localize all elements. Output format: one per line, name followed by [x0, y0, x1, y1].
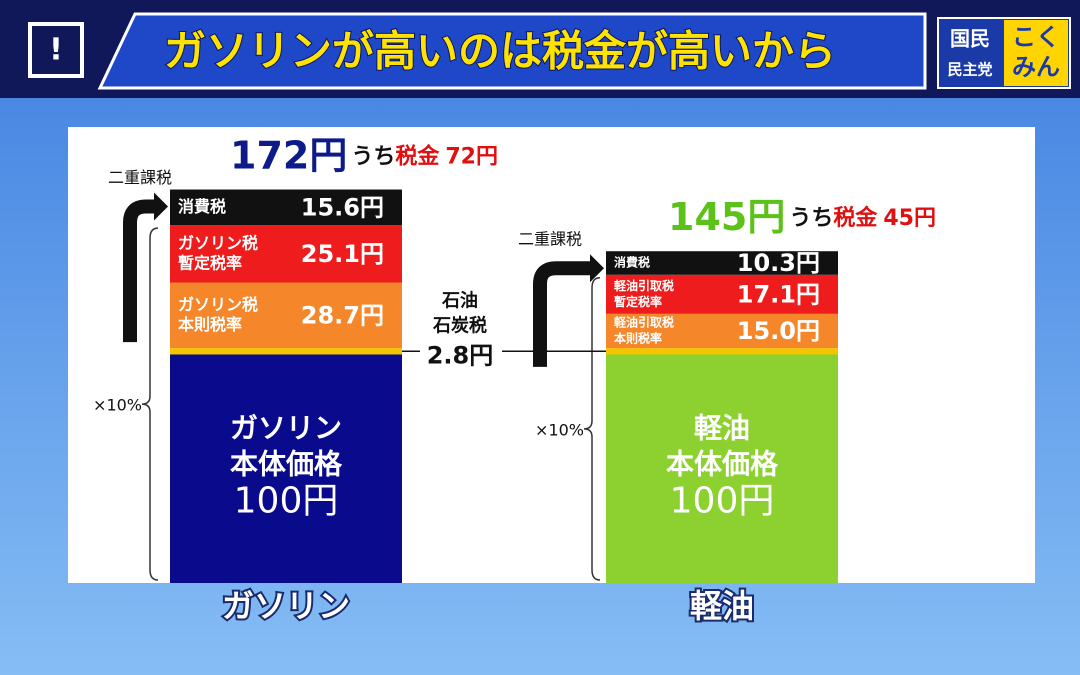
segment-label: ガソリン税: [178, 295, 258, 314]
double-tax-label: 二重課税: [108, 168, 172, 187]
pct-label: ×10%: [535, 420, 584, 439]
category-label: ガソリン: [222, 587, 350, 625]
bar-segment: [606, 274, 838, 314]
tax-value: 45円: [883, 206, 936, 231]
title: ガソリンが高いのは税金が高いから: [164, 27, 836, 76]
bar-segment: [606, 251, 838, 275]
segment-label: ガソリン税: [178, 233, 258, 252]
arrow: [123, 199, 156, 343]
segment-label: 本則税率: [614, 330, 662, 345]
segment-label: 軽油引取税: [614, 278, 674, 293]
logo-text: こく: [1012, 23, 1060, 51]
total-value: 145円: [668, 195, 785, 239]
segment-label: 消費税: [614, 254, 650, 269]
bar-segment: [606, 313, 838, 349]
tax-value: 72円: [445, 145, 498, 170]
tax-word: 税金: [833, 205, 878, 231]
segment-label: ガソリン: [230, 412, 342, 445]
coal-value: 2.8円: [427, 341, 494, 369]
segment-value: 15.6円: [301, 193, 384, 221]
segment-label: 本則税率: [178, 315, 242, 334]
segment-label: 暫定税率: [178, 253, 242, 272]
segment-label: 軽油引取税: [614, 314, 674, 329]
icon: !: [49, 33, 63, 68]
bar-segment: [170, 348, 402, 355]
segment-value: 10.3円: [737, 249, 820, 277]
brace: [583, 277, 601, 581]
segment-value: 100円: [234, 481, 339, 522]
bar-segment: [606, 348, 838, 355]
tax-prefix: うち: [789, 206, 833, 231]
logo-text: みん: [1012, 53, 1060, 81]
bar-segment: [170, 225, 402, 283]
segment-label: 軽油: [694, 412, 750, 445]
segment-value: 15.0円: [737, 317, 820, 345]
tax-word: 税金: [395, 144, 440, 170]
arrow: [533, 261, 592, 367]
title-box: [97, 12, 927, 90]
bar-segment: [170, 282, 402, 349]
total-label: 145円 うち税金 45円: [668, 195, 936, 239]
segment-value: 28.7円: [301, 301, 384, 329]
tax-prefix: うち: [351, 145, 395, 170]
bar-segment: [606, 354, 838, 583]
logo-text: 民主党: [947, 61, 992, 79]
segment-value: 100円: [670, 481, 775, 522]
icon-box: [28, 22, 84, 78]
arrowhead: [154, 192, 168, 221]
segment-label: 本体価格: [666, 448, 779, 481]
pct-label: ×10%: [93, 396, 142, 415]
category-label: 軽油: [690, 587, 754, 625]
segment-label: 本体価格: [230, 448, 343, 481]
bar-segment: [170, 354, 402, 583]
logo-text: 国民: [950, 27, 990, 51]
total-label: 172円 うち税金 72円: [230, 133, 498, 177]
total-value: 172円: [230, 133, 347, 177]
coal-label: 石油: [441, 289, 478, 311]
bar-segment: [170, 189, 402, 226]
brace: [141, 227, 159, 581]
segment-label: 暫定税率: [614, 294, 662, 309]
double-tax-label: 二重課税: [518, 230, 582, 249]
logo-yellow: [1004, 20, 1068, 86]
segment-value: 25.1円: [301, 240, 384, 268]
segment-label: 消費税: [178, 197, 226, 216]
arrowhead: [590, 254, 604, 283]
coal-label: 石炭税: [432, 314, 487, 336]
segment-value: 17.1円: [737, 280, 820, 308]
